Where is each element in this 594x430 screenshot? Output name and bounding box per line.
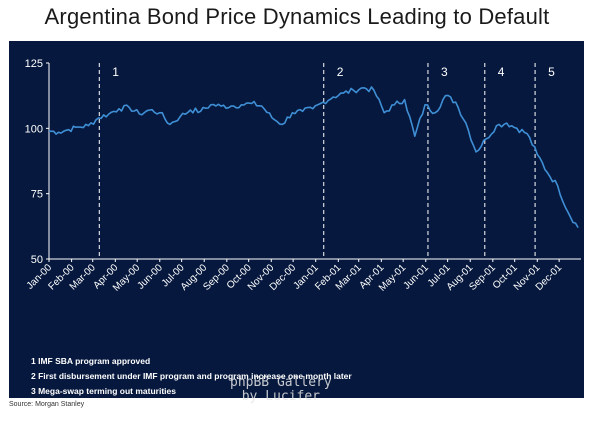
- event-marker-label: 2: [337, 65, 344, 79]
- series-line-1: [48, 86, 579, 229]
- event-note-1: 1 IMF SBA program approved: [31, 356, 151, 366]
- event-marker-label: 5: [548, 65, 555, 79]
- chart-title: Argentina Bond Price Dynamics Leading to…: [44, 4, 550, 29]
- event-note-3: 3 Mega-swap terming out maturities: [31, 386, 176, 397]
- event-marker-label: 1: [112, 65, 119, 79]
- x-tick-label: Sep-01: [467, 262, 498, 293]
- event-note-5: 5 Swap of locally-held bonds for guarant…: [31, 416, 235, 427]
- watermark-line-2: by Lucifer: [241, 389, 321, 404]
- watermark-line-1: phpBB Gallery: [230, 375, 332, 390]
- event-marker-label: 3: [441, 65, 448, 79]
- y-tick-label: 100: [25, 123, 43, 135]
- x-tick-label: Sep-00: [201, 262, 232, 293]
- watermark: phpBB Gallery by Lucifer: [230, 376, 332, 404]
- y-tick-label: 50: [31, 254, 43, 266]
- y-tick-label: 75: [31, 189, 43, 201]
- x-tick-label: Jun-00: [135, 262, 165, 292]
- event-note-2: 2 First disbursement under IMF program a…: [31, 371, 352, 382]
- x-tick-label: Jun-01: [401, 262, 431, 292]
- y-tick-label: 125: [25, 58, 43, 70]
- event-marker-label: 4: [498, 65, 505, 79]
- event-note-4: 4 Additional IMF program increase: [31, 401, 171, 412]
- source-note: Source: Morgan Stanley: [9, 401, 85, 408]
